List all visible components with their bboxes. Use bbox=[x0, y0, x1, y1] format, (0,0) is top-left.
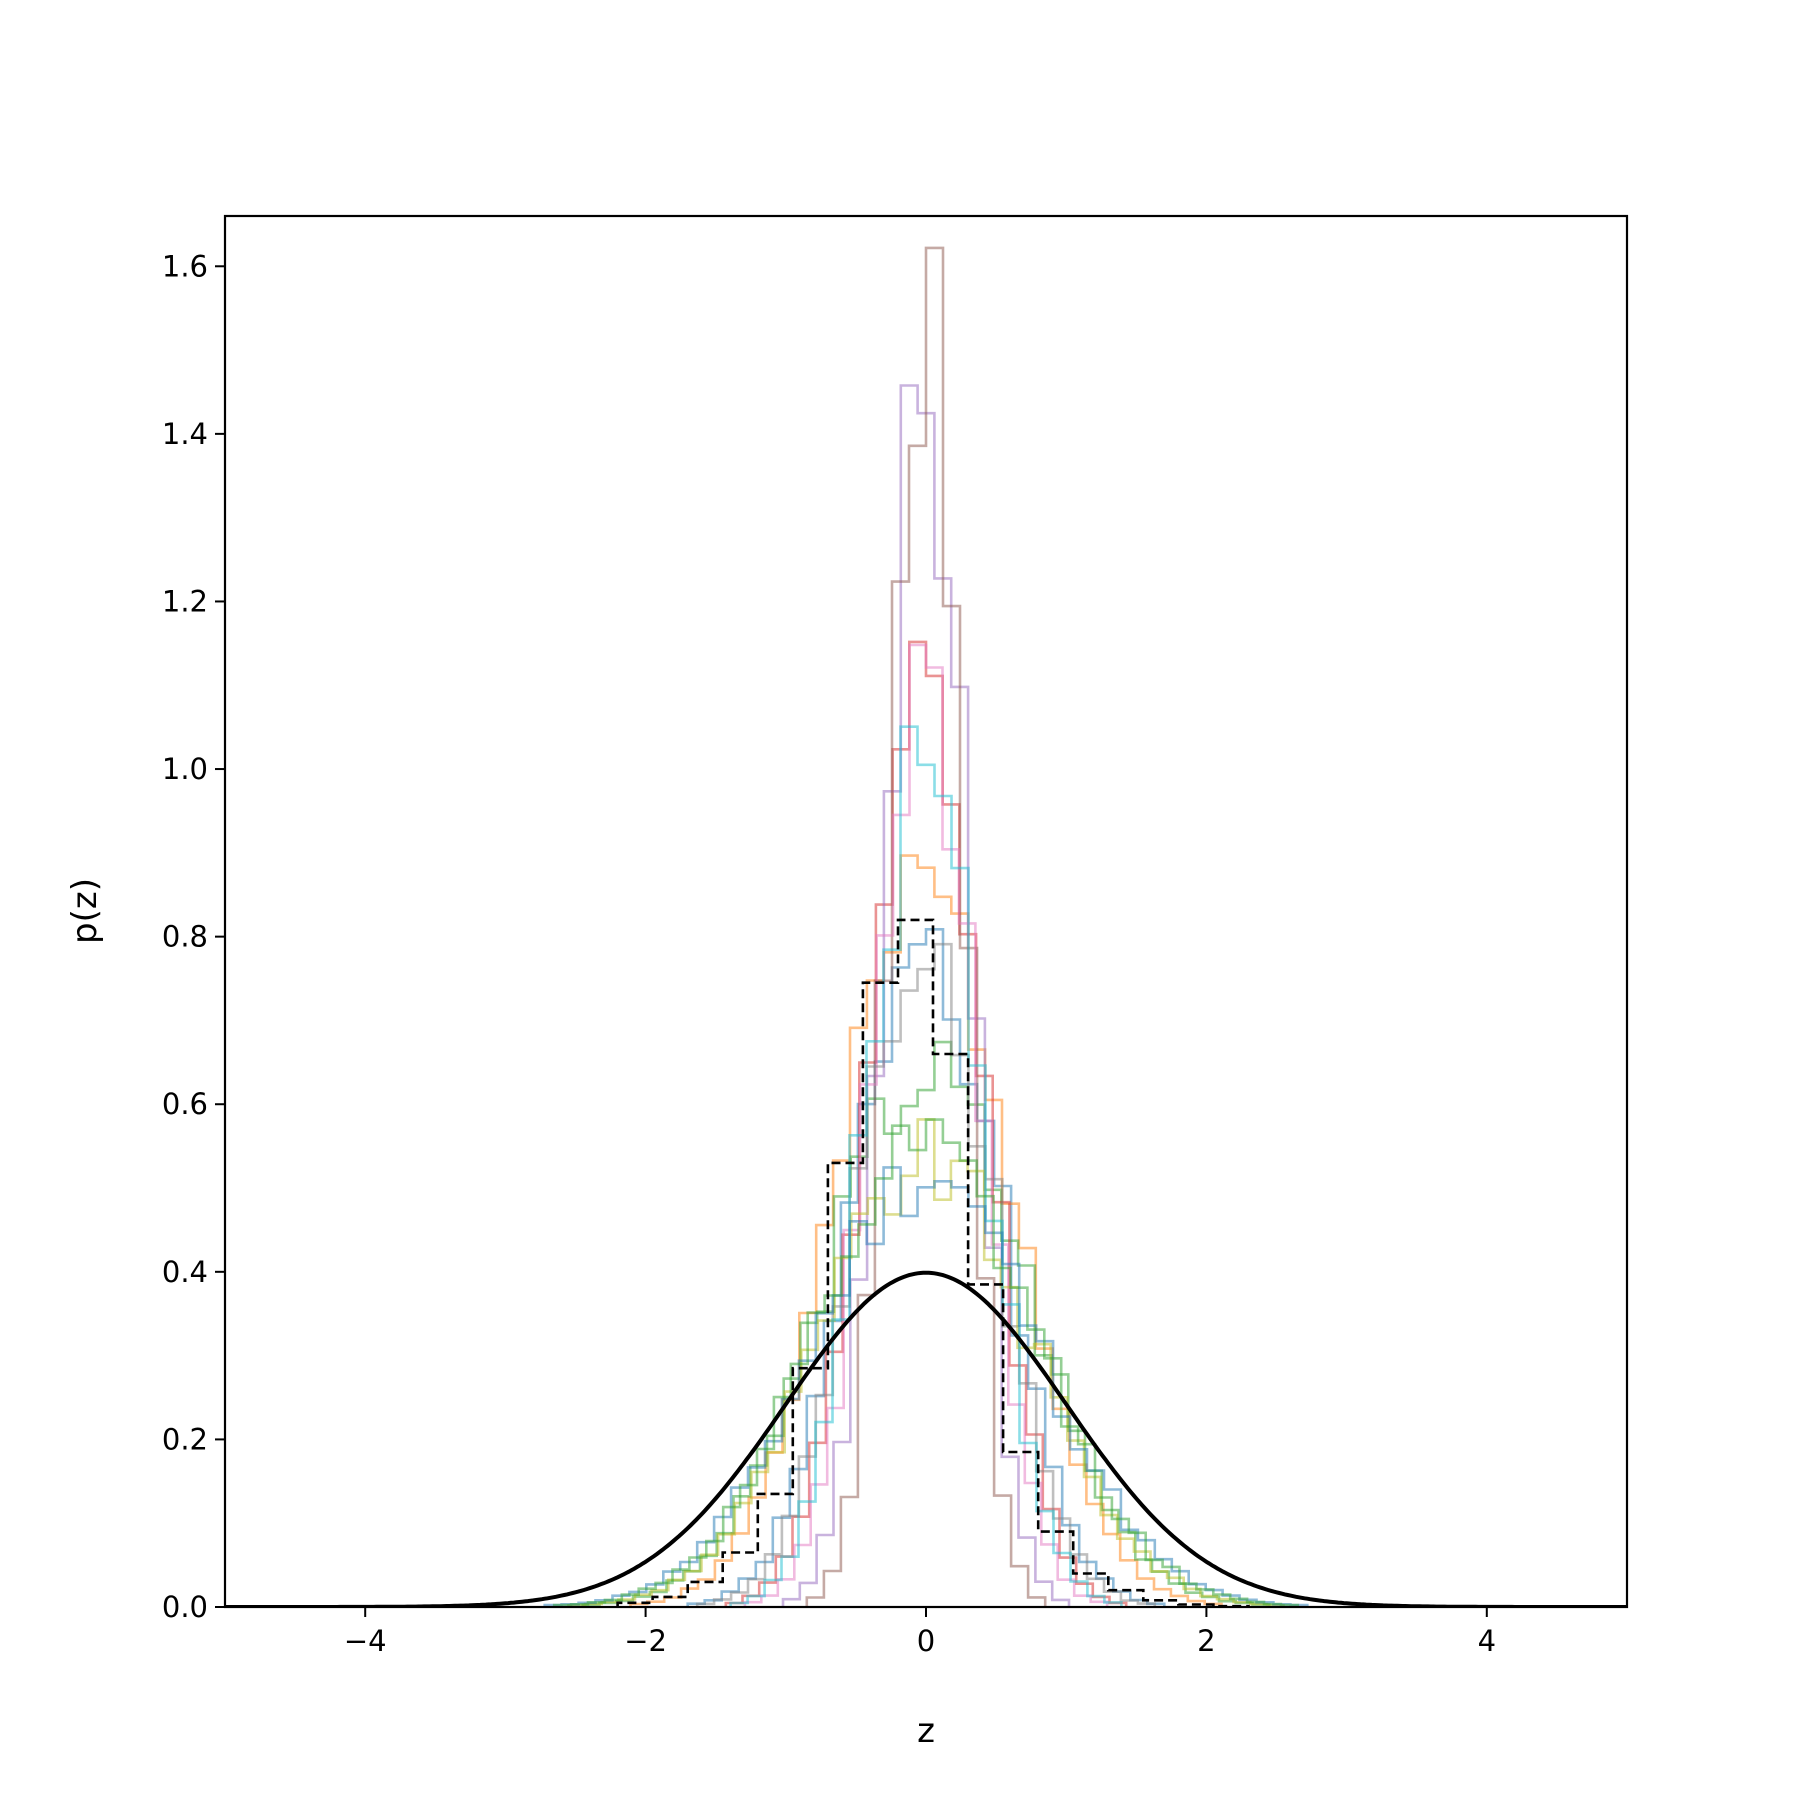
x-axis-ticks: −4 −2 0 2 4 bbox=[344, 1607, 1496, 1658]
y-axis-label: p(z) bbox=[65, 878, 105, 944]
normal-pdf-curve bbox=[225, 1270, 1627, 1607]
y-tick-label: 1.0 bbox=[162, 752, 208, 786]
y-tick-label: 0.4 bbox=[162, 1255, 208, 1289]
y-tick-label: 0.6 bbox=[162, 1087, 208, 1121]
y-tick-label: 1.6 bbox=[162, 249, 208, 283]
x-tick-label: 4 bbox=[1478, 1624, 1496, 1658]
histogram-series-6 bbox=[805, 246, 1047, 1607]
x-axis-label: z bbox=[917, 1711, 935, 1751]
dashed-histogram bbox=[616, 918, 1250, 1607]
x-tick-label: 2 bbox=[1197, 1624, 1215, 1658]
x-tick-label: 0 bbox=[917, 1624, 935, 1658]
histogram-series-12 bbox=[552, 1118, 1300, 1607]
y-tick-label: 0.8 bbox=[162, 920, 208, 954]
x-tick-label: −2 bbox=[624, 1624, 667, 1658]
series-layer bbox=[225, 246, 1627, 1607]
histogram-series-11 bbox=[543, 1166, 1309, 1607]
y-tick-label: 1.4 bbox=[162, 417, 208, 451]
histogram-series-2 bbox=[629, 854, 1223, 1607]
histogram-series-10 bbox=[729, 725, 1123, 1607]
y-tick-label: 0.0 bbox=[162, 1590, 208, 1624]
y-tick-label: 0.2 bbox=[162, 1422, 208, 1456]
histogram-series-8 bbox=[695, 942, 1157, 1607]
y-axis-ticks: 0.0 0.2 0.4 0.6 0.8 1.0 1.2 1.4 1.6 bbox=[162, 249, 225, 1624]
x-tick-label: −4 bbox=[344, 1624, 387, 1658]
histogram-series-7 bbox=[743, 643, 1109, 1607]
y-tick-label: 1.2 bbox=[162, 584, 208, 618]
